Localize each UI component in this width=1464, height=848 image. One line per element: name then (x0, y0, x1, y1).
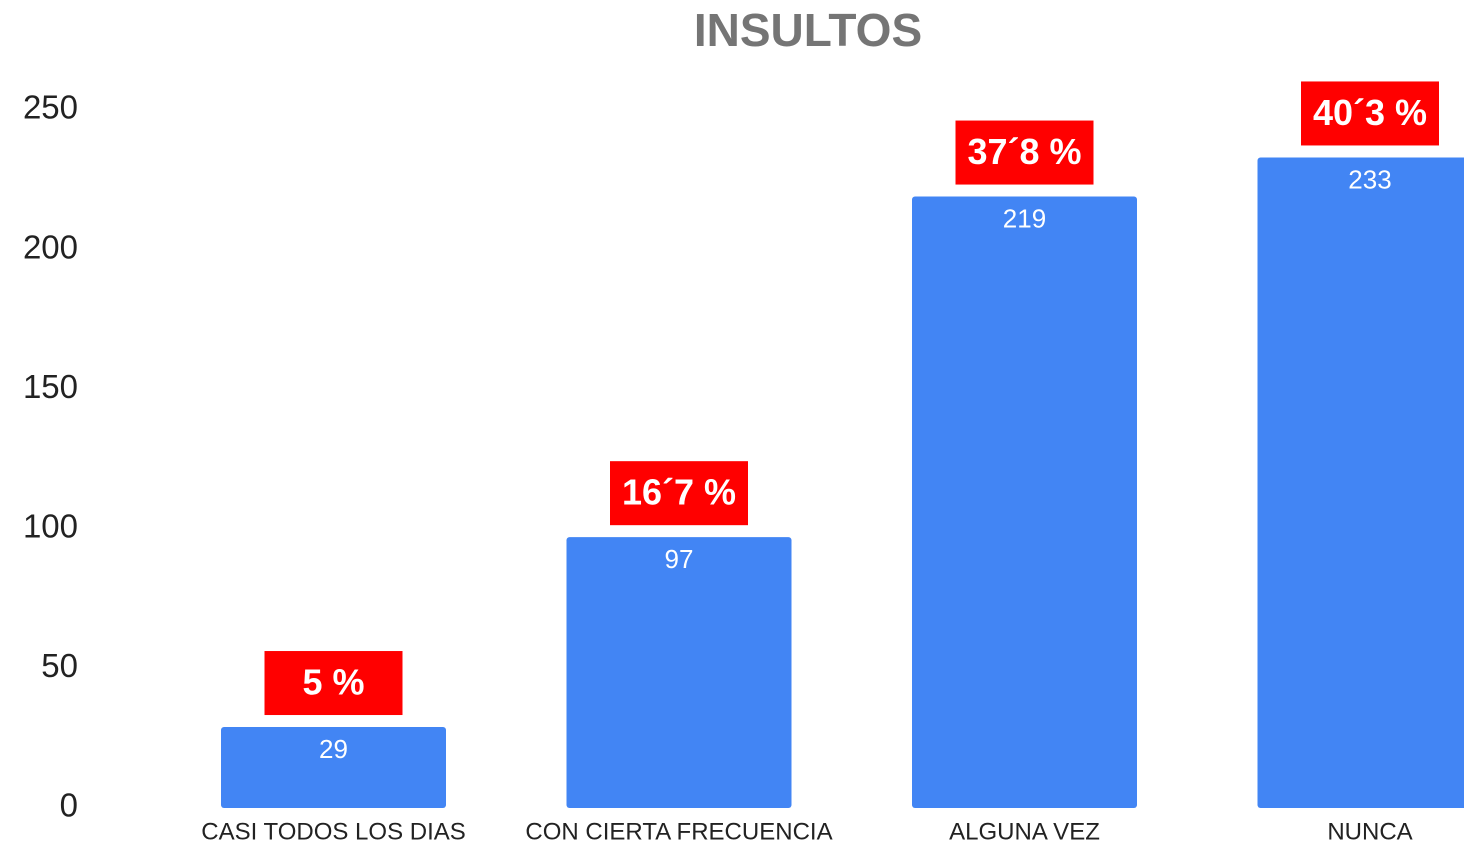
x-tick-label: NUNCA (1327, 818, 1412, 845)
chart-title: INSULTOS (694, 4, 922, 56)
bar (912, 196, 1137, 808)
bar (1257, 157, 1464, 808)
bar (566, 537, 792, 808)
y-tick-label: 0 (60, 787, 78, 824)
annotation-box (955, 120, 1094, 185)
value-label: 29 (319, 734, 348, 764)
x-tick-label: CON CIERTA FRECUENCIA (525, 818, 832, 845)
annotation: 40´3 % (1313, 92, 1427, 133)
y-tick-label: 150 (23, 368, 78, 405)
y-tick-label: 50 (41, 647, 78, 684)
annotation: 16´7 % (622, 472, 736, 513)
annotation: 37´8 % (967, 131, 1081, 172)
value-label: 97 (665, 544, 694, 574)
x-tick-label: CASI TODOS LOS DIAS (201, 818, 466, 845)
y-tick-label: 200 (23, 228, 78, 265)
annotation: 5 % (302, 662, 364, 703)
value-label: 233 (1348, 164, 1391, 194)
annotation-box (1301, 81, 1439, 146)
annotation-box (264, 651, 403, 716)
y-tick-label: 100 (23, 508, 78, 545)
x-tick-label: ALGUNA VEZ (949, 818, 1100, 845)
bar (221, 727, 446, 808)
annotation-box (610, 461, 748, 526)
value-label: 219 (1003, 203, 1046, 233)
y-tick-label: 250 (23, 89, 78, 126)
